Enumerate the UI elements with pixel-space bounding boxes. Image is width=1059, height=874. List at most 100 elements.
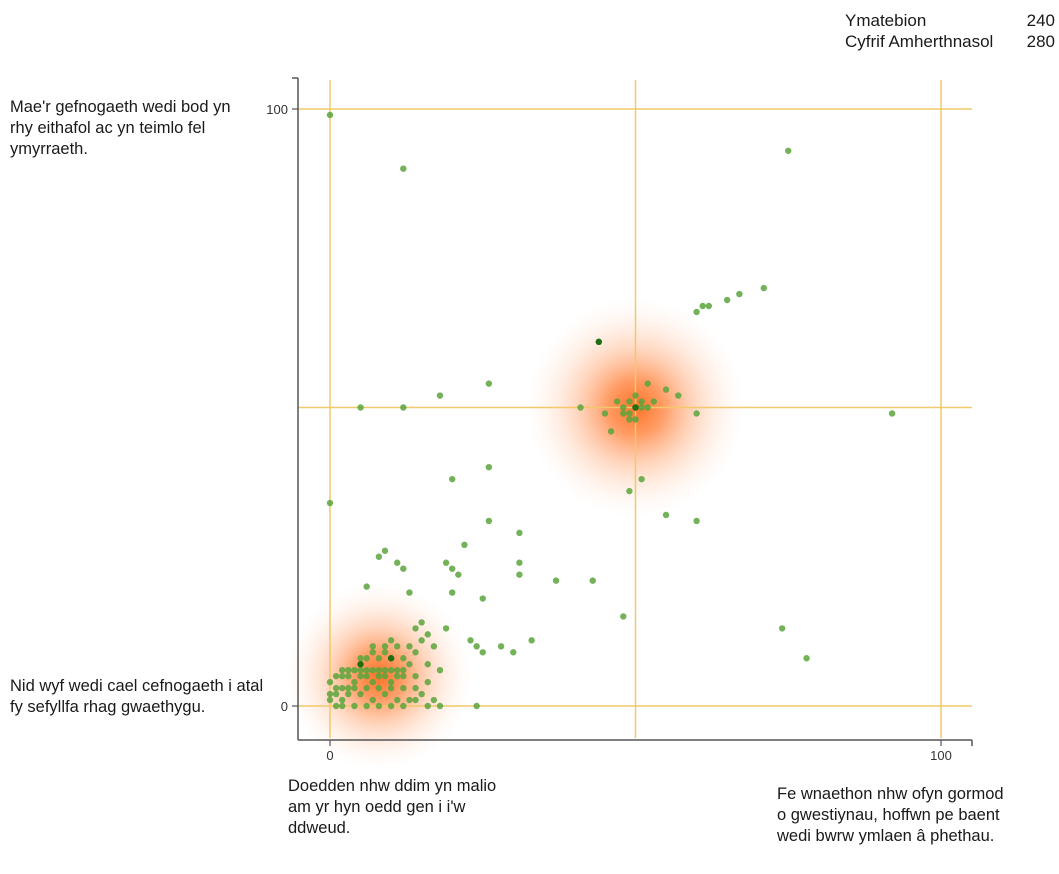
data-point [607, 428, 615, 435]
data-point [363, 684, 370, 692]
data-point [449, 475, 456, 483]
data-point [381, 649, 389, 656]
corner-label-bottom-left: Nid wyf wedi cael cefnogaeth i atal fy s… [10, 677, 264, 716]
data-point [339, 672, 346, 680]
data-point [461, 541, 468, 549]
data-point-dark [595, 338, 603, 346]
data-point [326, 690, 334, 698]
data-point [589, 577, 596, 584]
data-point [418, 637, 425, 644]
data-point [778, 625, 786, 632]
data-point [326, 499, 334, 507]
data-point [644, 404, 651, 411]
data-point [485, 464, 493, 471]
corner-label-bottom-right: Fe wnaethon nhw ofyn gormod o gwestiynau… [777, 785, 1004, 845]
data-point [632, 392, 639, 399]
data-point [381, 547, 389, 554]
data-point [351, 678, 358, 686]
x-tick-label: 100 [930, 748, 952, 763]
y-tick-label: 100 [266, 102, 288, 117]
axis-layer: 0 100 0 100 [266, 77, 973, 763]
data-point [601, 410, 609, 417]
data-point [357, 666, 364, 674]
data-point [412, 672, 419, 680]
data-point [424, 631, 431, 638]
data-point [485, 380, 493, 387]
data-point [424, 661, 431, 668]
data-point [351, 702, 358, 710]
data-point [363, 672, 370, 680]
data-point [626, 487, 633, 495]
data-point [400, 672, 407, 680]
responses-label: Ymatebion [845, 11, 927, 30]
data-point [375, 655, 383, 662]
data-point [375, 666, 383, 674]
data-point [430, 643, 438, 650]
data-point-dark [357, 661, 364, 668]
data-point [449, 589, 456, 596]
data-point [363, 666, 370, 674]
data-point [400, 165, 407, 172]
data-point [644, 380, 651, 387]
data-point [436, 702, 444, 710]
data-point [357, 404, 364, 411]
data-point [332, 684, 340, 692]
data-point [430, 696, 438, 704]
data-point [467, 637, 474, 644]
data-point [785, 147, 792, 154]
data-point [381, 666, 389, 674]
data-point [662, 386, 670, 393]
data-point [406, 696, 413, 704]
data-point [418, 690, 425, 698]
data-point [626, 398, 633, 405]
data-point [345, 684, 352, 692]
data-point-dark [387, 655, 395, 662]
heat-layer [285, 297, 746, 770]
data-point [424, 702, 431, 710]
data-point [400, 655, 407, 662]
data-point [638, 398, 645, 405]
data-point [760, 284, 768, 292]
data-point [387, 666, 395, 674]
data-point [363, 702, 370, 710]
data-point [632, 416, 639, 423]
data-point [339, 666, 346, 674]
data-point [516, 529, 523, 537]
data-point [552, 577, 560, 584]
invalid-count-label: Cyfrif Amherthnasol [845, 32, 994, 51]
data-point [339, 702, 346, 710]
data-point [473, 643, 480, 650]
data-point [412, 684, 419, 692]
stats-panel: Ymatebion 240 Cyfrif Amherthnasol 280 [845, 10, 1055, 52]
data-point [510, 649, 517, 656]
data-point [436, 392, 444, 399]
data-point [375, 684, 383, 692]
data-point [473, 702, 480, 710]
data-point [650, 398, 658, 405]
data-point [387, 702, 395, 710]
data-point [381, 643, 389, 650]
data-point [363, 655, 370, 662]
data-point [326, 111, 334, 119]
data-point [400, 666, 407, 674]
data-point [345, 666, 352, 674]
data-point [351, 666, 358, 674]
data-point [357, 655, 364, 662]
data-point [577, 404, 584, 411]
data-point [332, 690, 340, 698]
data-point [406, 589, 413, 596]
data-point [369, 696, 376, 704]
data-point [626, 416, 633, 423]
data-point [369, 649, 376, 656]
data-point [436, 666, 444, 674]
grid-layer [298, 80, 972, 738]
data-point [375, 702, 383, 710]
data-point [339, 684, 346, 692]
data-point [516, 571, 523, 578]
data-point [363, 583, 370, 590]
data-point [888, 410, 896, 417]
data-point [400, 565, 407, 572]
data-point [326, 696, 334, 704]
invalid-count-value: 280 [1026, 32, 1055, 51]
data-point [387, 678, 395, 686]
